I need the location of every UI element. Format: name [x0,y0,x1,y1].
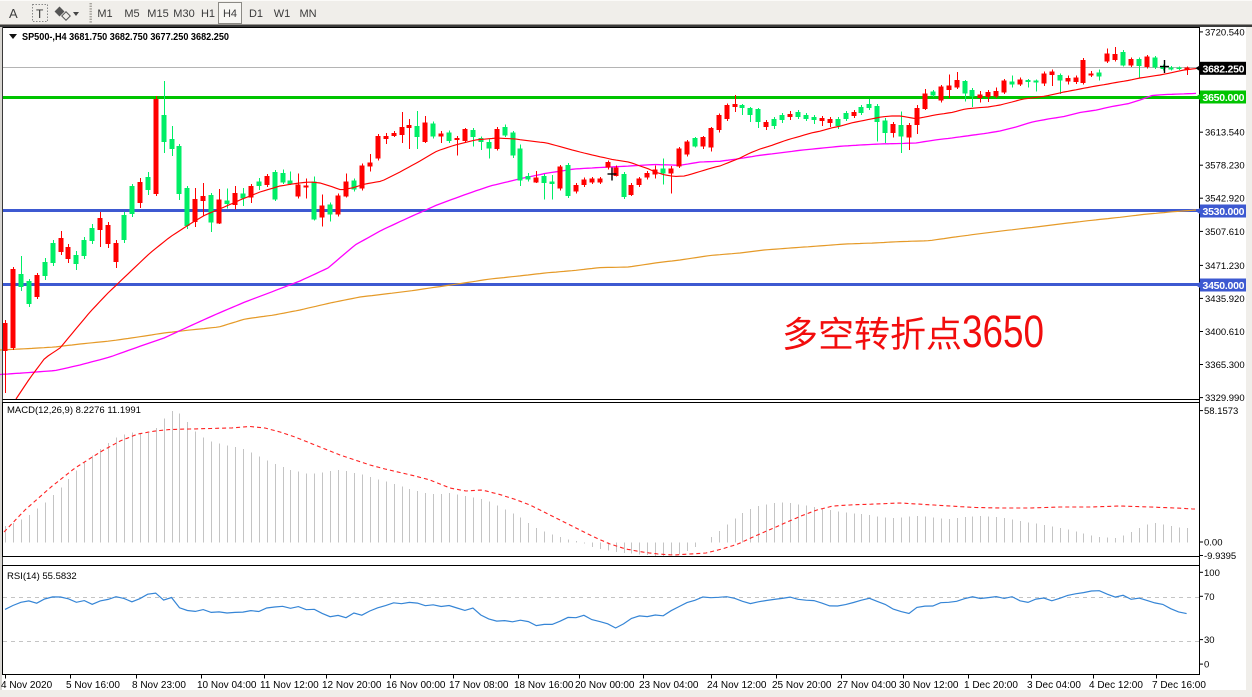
svg-text:3471.230: 3471.230 [1205,261,1245,272]
svg-text:3435.920: 3435.920 [1205,294,1245,305]
svg-text:3507.610: 3507.610 [1205,227,1245,238]
svg-text:A: A [9,6,18,21]
svg-text:3650: 3650 [962,306,1044,357]
svg-text:RSI(14) 55.5832: RSI(14) 55.5832 [7,571,77,582]
svg-text:3720.540: 3720.540 [1205,27,1245,38]
svg-text:16 Nov 00:00: 16 Nov 00:00 [386,680,446,691]
svg-text:MACD(12,26,9) 8.2276 11.1991: MACD(12,26,9) 8.2276 11.1991 [7,405,141,416]
svg-text:3613.540: 3613.540 [1205,128,1245,139]
svg-text:3400.610: 3400.610 [1205,327,1245,338]
svg-text:30 Nov 12:00: 30 Nov 12:00 [899,680,959,691]
svg-text:SP500-,H4 3681.750 3682.750 3: SP500-,H4 3681.750 3682.750 3677.250 368… [22,32,229,43]
svg-text:H4: H4 [223,8,237,20]
svg-text:3682.250: 3682.250 [1203,63,1245,75]
svg-text:D1: D1 [249,8,263,20]
svg-text:3650.000: 3650.000 [1203,92,1245,104]
svg-text:70: 70 [1204,592,1215,603]
svg-text:MN: MN [299,8,316,20]
svg-text:11 Nov 12:00: 11 Nov 12:00 [260,680,319,691]
svg-text:3365.300: 3365.300 [1205,360,1245,371]
svg-text:58.1573: 58.1573 [1204,406,1238,417]
svg-text:12 Nov 20:00: 12 Nov 20:00 [322,680,382,691]
svg-text:4 Dec 12:00: 4 Dec 12:00 [1089,680,1143,691]
svg-text:M15: M15 [147,8,168,20]
svg-text:3 Dec 04:00: 3 Dec 04:00 [1027,680,1081,691]
svg-text:0.00: 0.00 [1204,538,1223,549]
svg-text:M5: M5 [124,8,139,20]
svg-text:27 Nov 04:00: 27 Nov 04:00 [837,680,897,691]
svg-text:1 Dec 20:00: 1 Dec 20:00 [964,680,1018,691]
svg-text:T: T [36,7,44,21]
svg-text:0: 0 [1204,660,1209,671]
svg-text:M1: M1 [97,8,112,20]
svg-text:3530.000: 3530.000 [1203,206,1245,218]
svg-text:7 Dec 16:00: 7 Dec 16:00 [1152,680,1206,691]
svg-text:M30: M30 [173,8,194,20]
svg-text:3578.230: 3578.230 [1205,161,1245,172]
svg-text:100: 100 [1204,568,1220,579]
svg-text:4 Nov 2020: 4 Nov 2020 [1,680,53,691]
svg-text:3542.920: 3542.920 [1205,194,1245,205]
svg-text:H1: H1 [201,8,215,20]
svg-text:5 Nov 16:00: 5 Nov 16:00 [66,680,120,691]
svg-text:24 Nov 12:00: 24 Nov 12:00 [707,680,767,691]
svg-text:-9.9395: -9.9395 [1204,551,1236,562]
svg-text:W1: W1 [274,8,291,20]
svg-text:18 Nov 16:00: 18 Nov 16:00 [514,680,574,691]
svg-text:10 Nov 04:00: 10 Nov 04:00 [197,680,257,691]
svg-text:3450.000: 3450.000 [1203,280,1245,292]
svg-text:17 Nov 08:00: 17 Nov 08:00 [449,680,509,691]
svg-text:3329.990: 3329.990 [1205,393,1245,404]
svg-text:30: 30 [1204,635,1215,646]
svg-text:8 Nov 23:00: 8 Nov 23:00 [132,680,186,691]
svg-text:23 Nov 04:00: 23 Nov 04:00 [639,680,699,691]
svg-text:25 Nov 20:00: 25 Nov 20:00 [772,680,832,691]
svg-text:20 Nov 00:00: 20 Nov 00:00 [575,680,635,691]
